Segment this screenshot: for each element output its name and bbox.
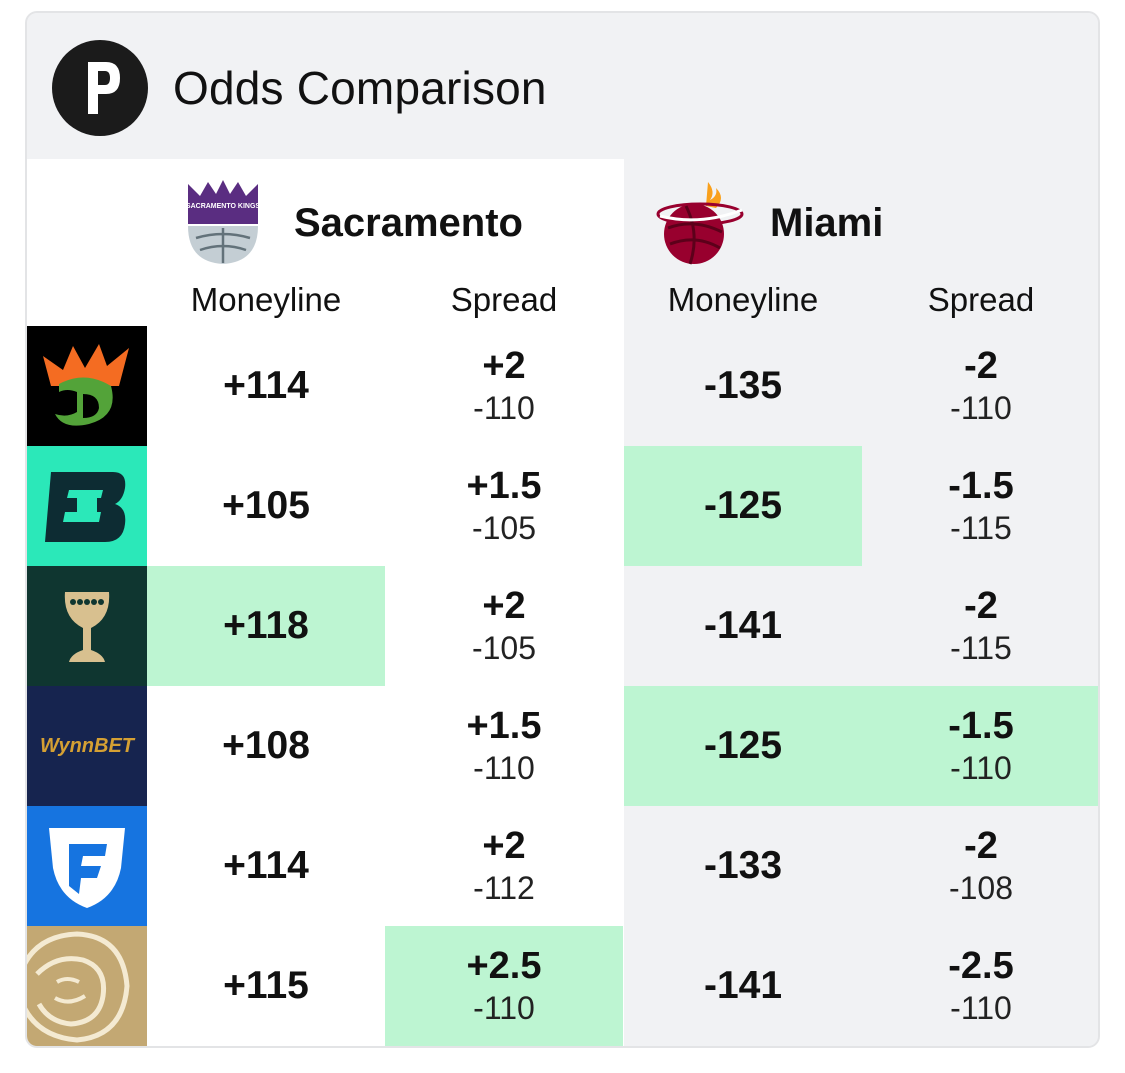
odds-comparison-card: Odds Comparison SACRAMENTO KINGS Sacrame… bbox=[25, 11, 1100, 1048]
spread-line: -2 bbox=[964, 345, 998, 387]
home-moneyline-cell[interactable]: -125 bbox=[624, 446, 862, 566]
wynnbet-logo-text: WynnBET bbox=[40, 735, 136, 757]
spread-price: -110 bbox=[950, 750, 1012, 786]
home-moneyline-cell[interactable]: -125 bbox=[624, 686, 862, 806]
spread-line: +1.5 bbox=[466, 705, 542, 747]
spread-price: -115 bbox=[950, 510, 1012, 546]
spread-price: -105 bbox=[471, 630, 537, 666]
moneyline-odds: +114 bbox=[223, 844, 309, 887]
spread-line: +2 bbox=[482, 825, 526, 867]
home-moneyline-cell[interactable]: -141 bbox=[624, 566, 862, 686]
away-moneyline-cell[interactable]: +105 bbox=[147, 446, 385, 566]
spread-price: -110 bbox=[473, 990, 535, 1026]
home-moneyline-cell[interactable]: -141 bbox=[624, 926, 862, 1046]
column-header-away-moneyline: Moneyline bbox=[190, 281, 342, 318]
team-header-home: Miami bbox=[656, 173, 883, 273]
home-moneyline-cell[interactable]: -133 bbox=[624, 806, 862, 926]
home-spread-cell[interactable]: -2 -115 bbox=[862, 566, 1098, 686]
moneyline-odds: +108 bbox=[222, 724, 310, 767]
column-header-home-moneyline: Moneyline bbox=[667, 281, 819, 318]
away-moneyline-cell[interactable]: +108 bbox=[147, 686, 385, 806]
away-moneyline-cell[interactable]: +115 bbox=[147, 926, 385, 1046]
moneyline-odds: -133 bbox=[703, 844, 783, 887]
card-header: Odds Comparison bbox=[27, 13, 1098, 159]
away-moneyline-cell[interactable]: +118 bbox=[147, 566, 385, 686]
moneyline-odds: +115 bbox=[223, 964, 309, 1007]
home-spread-cell[interactable]: -1.5 -115 bbox=[862, 446, 1098, 566]
spread-price: -110 bbox=[473, 750, 535, 786]
kings-logo-text: SACRAMENTO KINGS bbox=[186, 203, 260, 210]
away-spread-cell[interactable]: +1.5 -105 bbox=[385, 446, 623, 566]
moneyline-odds: -141 bbox=[703, 964, 783, 1007]
team-header-away: SACRAMENTO KINGS Sacramento bbox=[182, 173, 523, 273]
home-spread-cell[interactable]: -2.5 -110 bbox=[862, 926, 1098, 1046]
away-spread-cell[interactable]: +2 -105 bbox=[385, 566, 623, 686]
column-header-away-spread: Spread bbox=[450, 281, 558, 318]
betmgm-logo-icon[interactable] bbox=[27, 926, 147, 1046]
home-team-column bbox=[624, 159, 1098, 1046]
away-spread-cell[interactable]: +2 -112 bbox=[385, 806, 623, 926]
spread-line: +2.5 bbox=[466, 945, 542, 987]
moneyline-odds: -125 bbox=[703, 724, 783, 767]
away-spread-cell[interactable]: +1.5 -110 bbox=[385, 686, 623, 806]
espnbet-logo-icon[interactable] bbox=[27, 446, 147, 566]
moneyline-odds: -141 bbox=[703, 604, 783, 647]
spread-price: -108 bbox=[948, 870, 1014, 906]
page-title: Odds Comparison bbox=[173, 62, 547, 114]
away-spread-cell[interactable]: +2.5 -110 bbox=[385, 926, 623, 1046]
spread-price: -110 bbox=[473, 390, 535, 426]
home-moneyline-cell[interactable]: -135 bbox=[624, 326, 862, 446]
spread-line: -1.5 bbox=[948, 465, 1014, 507]
spread-line: -2 bbox=[964, 825, 998, 867]
away-moneyline-cell[interactable]: +114 bbox=[147, 806, 385, 926]
pickswise-logo-icon bbox=[52, 40, 148, 136]
fanduel-logo-icon[interactable] bbox=[27, 806, 147, 926]
moneyline-odds: -125 bbox=[703, 484, 783, 527]
spread-price: -112 bbox=[473, 870, 535, 906]
spread-price: -105 bbox=[471, 510, 537, 546]
spread-price: -110 bbox=[950, 390, 1012, 426]
team-name-home: Miami bbox=[770, 200, 884, 245]
spread-line: +1.5 bbox=[466, 465, 542, 507]
away-spread-cell[interactable]: +2 -110 bbox=[385, 326, 623, 446]
home-spread-cell[interactable]: -2 -108 bbox=[862, 806, 1098, 926]
spread-line: -1.5 bbox=[948, 705, 1014, 747]
team-name-away: Sacramento bbox=[294, 200, 523, 245]
moneyline-odds: +114 bbox=[223, 364, 309, 407]
home-spread-cell[interactable]: -2 -110 bbox=[862, 326, 1098, 446]
draftkings-logo-icon[interactable] bbox=[27, 326, 147, 446]
spread-line: +2 bbox=[482, 345, 526, 387]
miami-heat-logo-icon bbox=[656, 178, 744, 268]
moneyline-odds: -135 bbox=[703, 364, 783, 407]
spread-line: -2.5 bbox=[948, 945, 1014, 987]
spread-line: +2 bbox=[482, 585, 526, 627]
spread-price: -115 bbox=[950, 630, 1012, 666]
caesars-logo-icon[interactable] bbox=[27, 566, 147, 686]
home-spread-cell[interactable]: -1.5 -110 bbox=[862, 686, 1098, 806]
spread-line: -2 bbox=[964, 585, 998, 627]
sacramento-kings-logo-icon: SACRAMENTO KINGS bbox=[182, 178, 264, 268]
moneyline-odds: +105 bbox=[222, 484, 310, 527]
moneyline-odds: +118 bbox=[223, 604, 309, 647]
column-header-home-spread: Spread bbox=[927, 281, 1035, 318]
away-moneyline-cell[interactable]: +114 bbox=[147, 326, 385, 446]
wynnbet-logo-icon[interactable]: WynnBET bbox=[27, 686, 147, 806]
spread-price: -110 bbox=[950, 990, 1012, 1026]
